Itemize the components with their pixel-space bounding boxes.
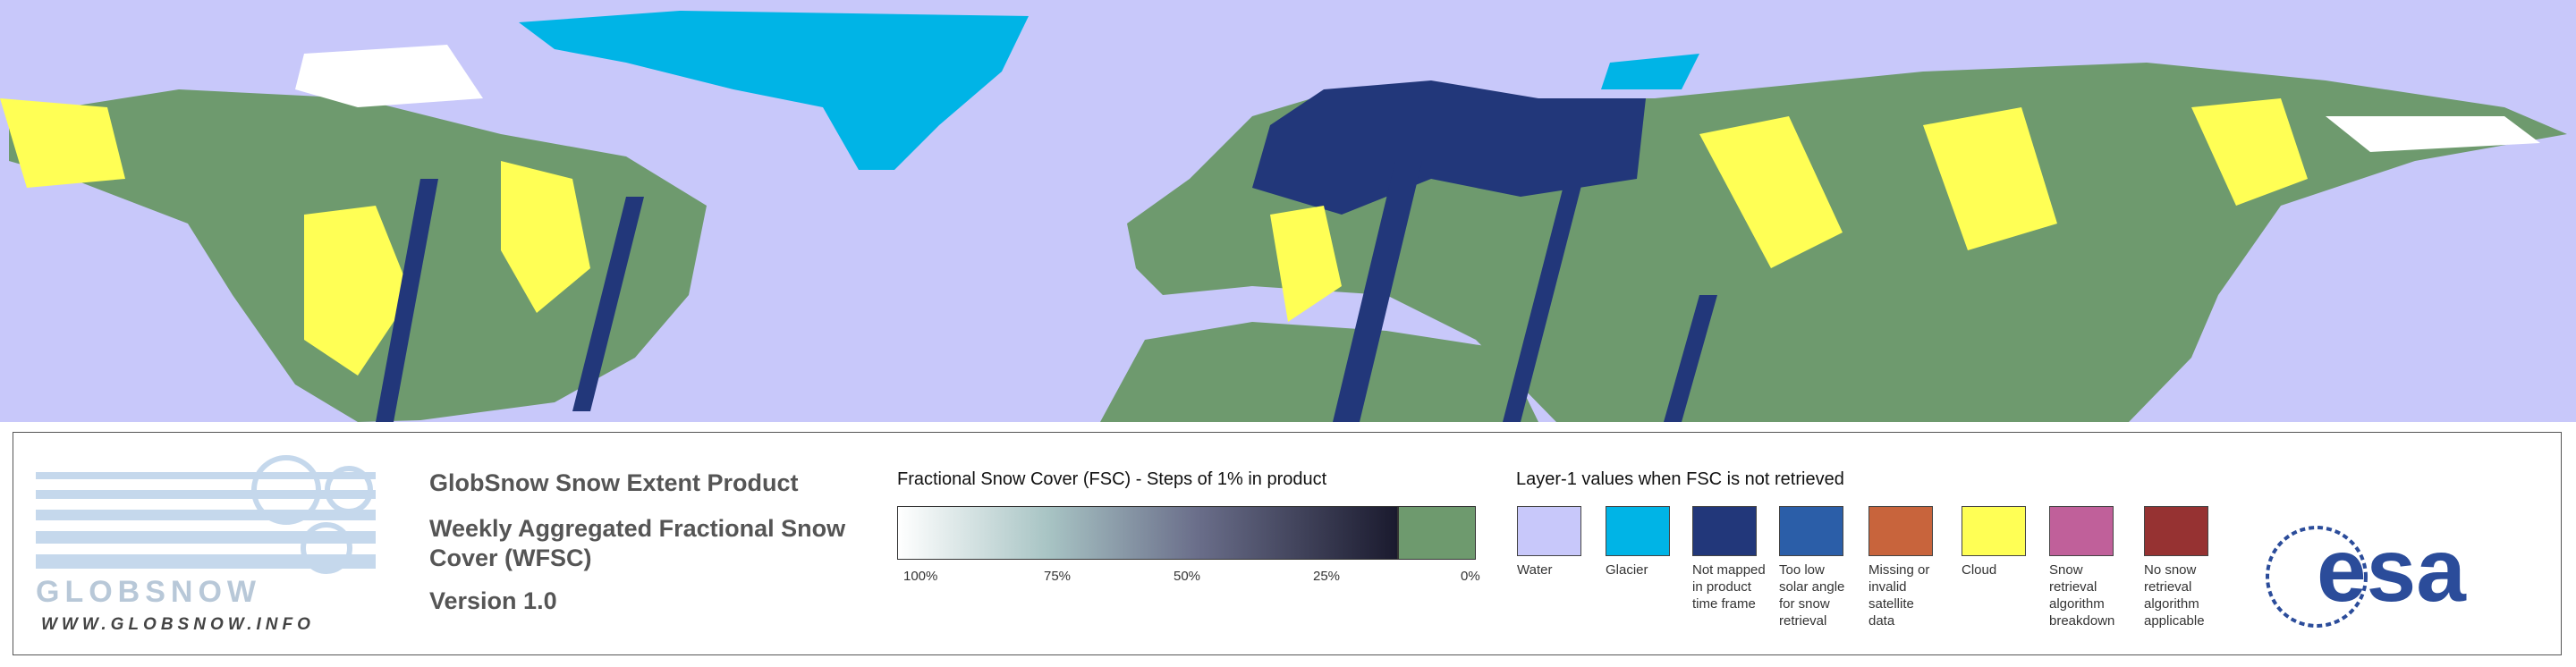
scandinavia	[1252, 80, 1646, 215]
map	[0, 0, 2576, 422]
esa-globe	[2266, 526, 2368, 628]
glacier	[1601, 54, 1699, 89]
greenland	[519, 11, 1029, 170]
legend-label: Missing or invalid satellite data	[1868, 562, 1930, 629]
not-mapped	[1503, 179, 1583, 422]
product-subtitle: Weekly Aggregated Fractional Snow Cover …	[429, 515, 846, 571]
legend-swatch	[1606, 506, 1670, 556]
legend-label: Water	[1517, 562, 1553, 578]
not-mapped	[1664, 295, 1717, 422]
cloud	[0, 98, 125, 188]
legend-label: Too low solar angle for snow retrieval	[1779, 562, 1845, 629]
logo-stripes	[36, 472, 376, 569]
fsc-label: 75%	[1044, 569, 1072, 584]
legend-panel	[13, 432, 2562, 655]
fsc-gradient	[897, 506, 1398, 560]
fsc-no-snow	[1398, 506, 1476, 560]
cloud	[1699, 116, 1843, 268]
logo-url: WWW.GLOBSNOW.INFO	[41, 615, 315, 634]
cloud	[304, 206, 411, 376]
snow	[2326, 116, 2540, 152]
legend-swatch	[1868, 506, 1933, 556]
product-version: Version 1.0	[429, 587, 557, 614]
not-mapped	[572, 197, 644, 411]
legend-label: Snow retrieval algorithm breakdown	[2049, 562, 2115, 629]
globsnow-logo: GLOBSNOW WWW.GLOBSNOW.INFO	[36, 455, 376, 634]
africa	[1100, 322, 1538, 422]
logo-flake	[251, 455, 373, 574]
esa-wordmark: esa	[2317, 520, 2467, 621]
cloud	[2191, 98, 2308, 206]
cloud	[1923, 107, 2057, 250]
legend-swatch	[1692, 506, 1757, 556]
legend-swatch	[1517, 506, 1581, 556]
layer1-title: Layer-1 values when FSC is not retrieved	[1516, 469, 1844, 489]
legend-label: Cloud	[1962, 562, 1997, 578]
legend-label: Glacier	[1606, 562, 1648, 578]
legend-swatch	[1962, 506, 2026, 556]
product-title: GlobSnow Snow Extent Product	[429, 469, 799, 496]
esa-logo: esa	[2266, 520, 2467, 628]
fsc-title: Fractional Snow Cover (FSC) - Steps of 1…	[897, 469, 1327, 489]
not-mapped	[1333, 161, 1422, 422]
legend-label: No snow retrieval algorithm applicable	[2144, 562, 2205, 629]
logo-wordmark: GLOBSNOW	[36, 575, 261, 609]
legend-swatch	[2049, 506, 2114, 556]
snow	[295, 45, 483, 107]
legend-label: Not mapped in product time frame	[1692, 562, 1766, 612]
legend-swatch	[1779, 506, 1843, 556]
cloud	[1270, 206, 1342, 322]
cloud	[501, 161, 590, 313]
legend-swatch	[2144, 506, 2208, 556]
fsc-label: 25%	[1313, 569, 1341, 584]
fsc-label: 100%	[903, 569, 938, 584]
fsc-label: 50%	[1174, 569, 1201, 584]
fsc-label: 0%	[1461, 569, 1480, 584]
not-mapped	[376, 179, 438, 422]
